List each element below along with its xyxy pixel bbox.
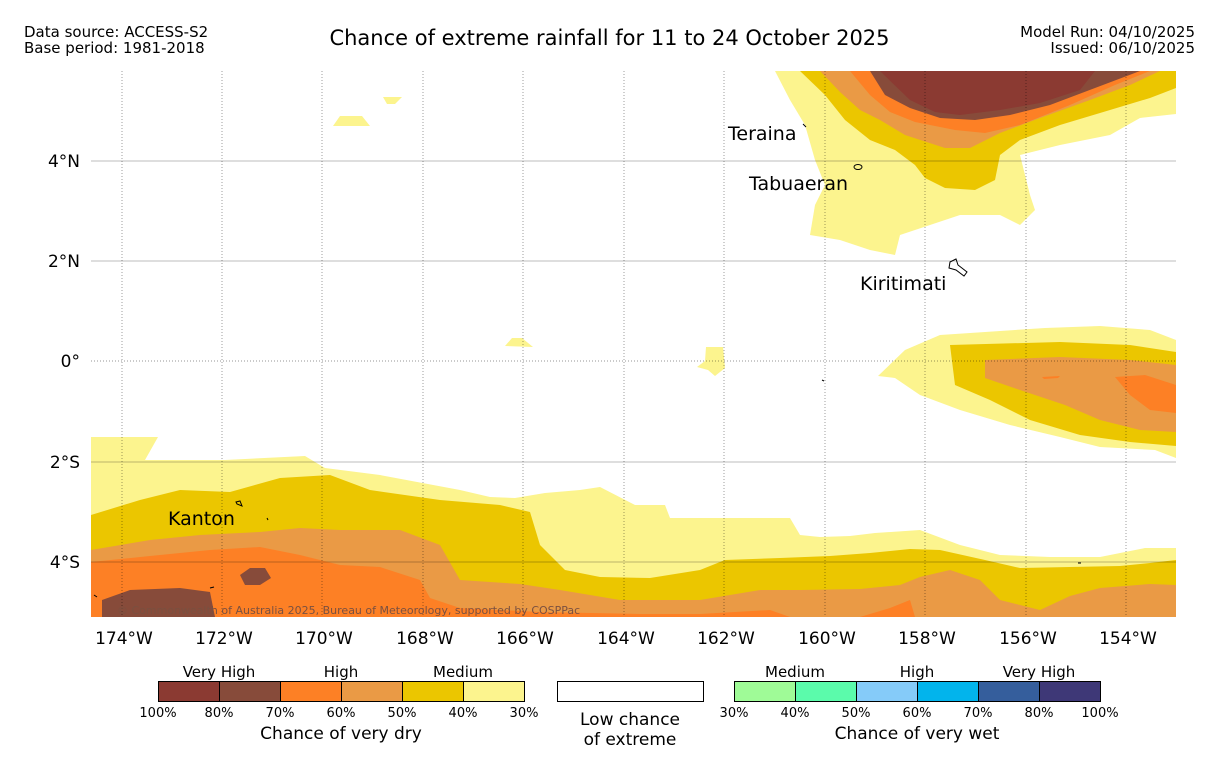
ne-region-80 [880, 71, 1095, 115]
dry-tick: 80% [204, 706, 234, 721]
eq-region-60b [1042, 376, 1060, 379]
low-chance-caption-line2: of extreme [583, 730, 677, 750]
wet-swatch [735, 682, 796, 701]
patch-b [333, 116, 370, 126]
south-region-60a [91, 547, 790, 617]
lon-tick-label: 164°W [597, 629, 655, 649]
wet-legend-caption: Chance of very wet [834, 724, 1000, 744]
copyright-text: © Commonwealth of Australia 2025, Bureau… [117, 604, 580, 617]
wet-category-medium: Medium [765, 663, 825, 681]
patch-c [505, 338, 533, 347]
eq-region-50 [985, 357, 1176, 432]
tabuaeran-outline [853, 164, 863, 170]
lon-tick-label: 160°W [798, 629, 856, 649]
dry-colorbar [158, 681, 525, 702]
dry-anomaly-regions [91, 71, 1176, 617]
wet-tick: 80% [1024, 706, 1054, 721]
wet-tick: 70% [963, 706, 993, 721]
wet-swatch [857, 682, 918, 701]
low-chance-caption-line1: Low chance [580, 710, 680, 730]
islet-b [821, 379, 825, 382]
island-outlines [93, 123, 1081, 598]
lon-tick-label: 158°W [898, 629, 956, 649]
lon-tick-label: 166°W [496, 629, 554, 649]
place-label-kiritimati: Kiritimati [860, 273, 946, 295]
eq-region-60a [1115, 375, 1176, 413]
dry-category-high: High [323, 663, 359, 681]
base-period-text: Base period: 1981-2018 [24, 39, 205, 57]
dry-tick: 50% [387, 706, 417, 721]
issued-text: Issued: 06/10/2025 [1050, 39, 1195, 57]
patch-a [383, 97, 402, 104]
dry-tick: 30% [509, 706, 539, 721]
lon-tick-label: 168°W [396, 629, 454, 649]
latitude-tick-labels: 4°N 2°N 0° 2°S 4°S [48, 152, 80, 573]
south-region-80 [102, 588, 215, 617]
dry-category-medium: Medium [433, 663, 493, 681]
dry-swatch [464, 682, 524, 701]
lat-tick-label: 4°N [48, 152, 80, 172]
wet-tick: 30% [719, 706, 749, 721]
lat-tick-label: 2°N [48, 252, 80, 272]
dry-swatch [159, 682, 220, 701]
place-label-kanton: Kanton [168, 508, 235, 530]
teraina-outline [802, 123, 807, 128]
model-run-info: Model Run: 04/10/2025 Issued: 06/10/2025 [1020, 24, 1195, 56]
south-region-80b [240, 568, 271, 585]
dry-category-very-high: Very High [182, 663, 256, 681]
dry-swatch [281, 682, 342, 701]
dry-legend-caption: Chance of very dry [260, 724, 422, 744]
dry-tick: 70% [265, 706, 295, 721]
longitude-tick-labels: 174°W 172°W 170°W 168°W 166°W 164°W 162°… [95, 629, 1157, 649]
low-chance-swatch [557, 681, 704, 702]
dry-tick: 40% [448, 706, 478, 721]
kiritimati-outline [948, 258, 968, 277]
dry-swatch [220, 682, 281, 701]
dry-swatch [403, 682, 464, 701]
wet-swatch [918, 682, 979, 701]
wet-tick: 60% [902, 706, 932, 721]
dry-tick: 60% [326, 706, 356, 721]
south-region-60b [860, 600, 915, 617]
map-title: Chance of extreme rainfall for 11 to 24 … [329, 26, 890, 50]
lon-tick-label: 154°W [1099, 629, 1157, 649]
data-source-text: Data source: ACCESS-S2 [24, 23, 209, 41]
wet-category-very-high: Very High [1002, 663, 1076, 681]
lat-tick-label: 4°S [50, 553, 80, 573]
islet-e [93, 594, 98, 598]
lon-tick-label: 162°W [697, 629, 755, 649]
place-labels: Teraina Tabuaeran Kiritimati Kanton [168, 123, 946, 530]
lon-tick-label: 174°W [95, 629, 153, 649]
lat-tick-label: 2°S [50, 453, 80, 473]
islet-a [266, 517, 269, 521]
data-source-info: Data source: ACCESS-S2 Base period: 1981… [24, 24, 208, 56]
place-label-teraina: Teraina [727, 123, 797, 145]
kanton-outline [235, 500, 243, 507]
wet-swatch [979, 682, 1040, 701]
wet-swatch [1040, 682, 1100, 701]
wet-tick: 40% [780, 706, 810, 721]
lon-tick-label: 172°W [195, 629, 253, 649]
low-chance-caption: Low chance of extreme [580, 710, 680, 750]
wet-tick: 50% [841, 706, 871, 721]
lon-tick-label: 170°W [295, 629, 353, 649]
wet-category-high: High [899, 663, 935, 681]
gridlines [91, 71, 1176, 617]
wet-colorbar [734, 681, 1101, 702]
patch-d [697, 347, 725, 376]
islet-d [209, 586, 215, 589]
dry-swatch [342, 682, 403, 701]
wet-tick: 100% [1081, 706, 1119, 721]
lon-tick-label: 156°W [999, 629, 1057, 649]
dry-tick: 100% [139, 706, 177, 721]
model-run-text: Model Run: 04/10/2025 [1020, 23, 1195, 41]
lat-tick-label: 0° [61, 352, 80, 372]
wet-swatch [796, 682, 857, 701]
place-label-tabuaeran: Tabuaeran [748, 173, 848, 195]
